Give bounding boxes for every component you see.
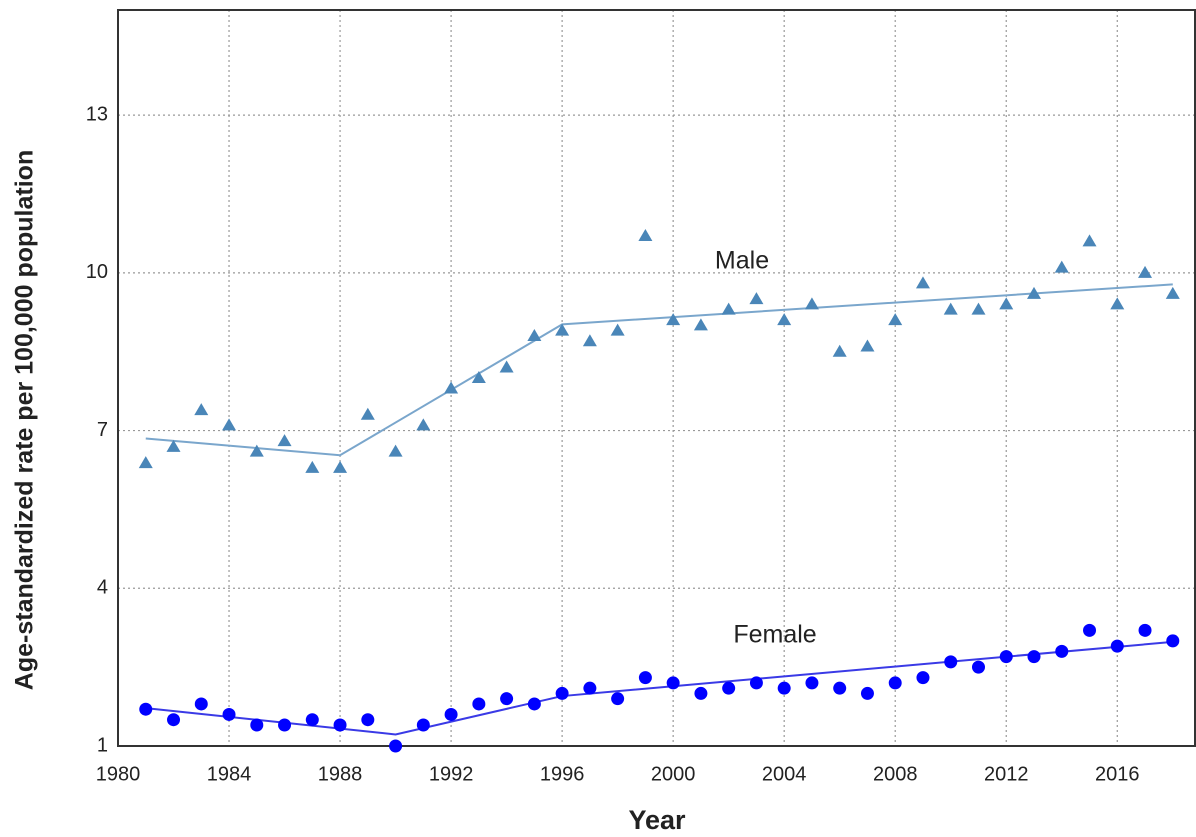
- fit-line: [145, 640, 1173, 736]
- triangle-marker: [138, 456, 153, 469]
- circle-marker: [971, 660, 985, 674]
- triangle-marker: [416, 418, 431, 431]
- triangle-marker: [1082, 234, 1097, 247]
- triangle-marker: [249, 444, 264, 457]
- circle-marker: [555, 686, 569, 700]
- triangle-marker: [971, 302, 986, 315]
- triangle-marker: [1054, 260, 1069, 273]
- triangle-marker: [194, 403, 209, 416]
- triangle-marker: [222, 418, 237, 431]
- plot-area: [118, 10, 1195, 746]
- triangle-marker: [666, 313, 681, 326]
- circle-marker: [722, 681, 736, 695]
- triangle-marker: [638, 229, 653, 242]
- circle-marker: [250, 718, 264, 732]
- triangle-marker: [832, 344, 847, 357]
- circle-marker: [222, 707, 236, 721]
- circle-marker: [278, 718, 292, 732]
- triangle-marker: [527, 328, 542, 341]
- circle-marker: [916, 671, 930, 685]
- triangle-marker: [1165, 286, 1180, 299]
- x-tick-label: 2012: [984, 763, 1029, 785]
- x-axis-label: Year: [628, 805, 686, 835]
- circle-marker: [1055, 644, 1069, 658]
- triangle-marker: [915, 276, 930, 289]
- series-label: Female: [733, 621, 816, 649]
- triangle-marker: [499, 360, 514, 373]
- triangle-marker: [721, 302, 736, 315]
- circle-marker: [444, 707, 458, 721]
- triangle-marker: [860, 339, 875, 352]
- triangle-marker: [471, 371, 486, 383]
- circle-marker: [472, 697, 486, 711]
- triangle-marker: [333, 460, 348, 473]
- triangle-marker: [444, 381, 459, 394]
- triangle-marker: [1027, 286, 1042, 299]
- circle-marker: [139, 702, 153, 716]
- y-tick-label: 13: [86, 103, 108, 125]
- circle-marker: [666, 676, 680, 690]
- triangle-marker: [610, 323, 625, 336]
- y-axis-label: Age-standardized rate per 100,000 popula…: [11, 150, 39, 690]
- circle-marker: [194, 697, 208, 711]
- circle-marker: [1027, 650, 1041, 664]
- triangle-marker: [943, 302, 958, 315]
- circle-marker: [527, 697, 541, 711]
- x-tick-label: 1996: [540, 763, 585, 785]
- triangle-marker: [277, 434, 292, 447]
- triangle-marker: [888, 313, 903, 326]
- circle-marker: [1166, 634, 1180, 648]
- series-label: Male: [715, 247, 769, 275]
- x-tick-label: 1984: [207, 763, 252, 785]
- circle-marker: [749, 676, 763, 690]
- x-tick-label: 1980: [96, 763, 141, 785]
- triangle-marker: [749, 292, 764, 305]
- triangle-marker: [305, 460, 320, 473]
- triangle-marker: [388, 444, 403, 457]
- triangle-marker: [804, 297, 819, 310]
- circle-marker: [777, 681, 791, 695]
- circle-marker: [860, 686, 874, 700]
- circle-marker: [694, 686, 708, 700]
- triangle-marker: [360, 407, 375, 420]
- triangle-marker: [999, 297, 1014, 310]
- triangle-marker: [582, 334, 597, 347]
- x-tick-label: 2016: [1095, 763, 1140, 785]
- circle-marker: [305, 713, 319, 727]
- y-tick-label: 7: [97, 419, 108, 441]
- circle-marker: [583, 681, 597, 695]
- circle-marker: [1138, 623, 1152, 637]
- circle-marker: [416, 718, 430, 732]
- y-tick-label: 4: [97, 577, 108, 599]
- y-tick-label: 10: [86, 261, 108, 283]
- circle-marker: [638, 671, 652, 685]
- circle-marker: [999, 650, 1013, 664]
- circle-marker: [389, 739, 403, 753]
- circle-marker: [611, 692, 625, 706]
- circle-marker: [361, 713, 375, 727]
- circle-marker: [1110, 639, 1124, 653]
- triangle-marker: [1138, 265, 1153, 278]
- y-tick-label: 1: [97, 734, 108, 756]
- triangle-marker: [555, 323, 570, 336]
- circle-marker: [833, 681, 847, 695]
- circle-marker: [333, 718, 347, 732]
- x-tick-label: 1992: [429, 763, 474, 785]
- circle-marker: [805, 676, 819, 690]
- triangle-marker: [166, 439, 181, 452]
- circle-marker: [167, 713, 181, 727]
- circle-marker: [500, 692, 514, 706]
- triangle-marker: [1110, 297, 1125, 310]
- circle-marker: [1083, 623, 1097, 637]
- circle-marker: [888, 676, 902, 690]
- circle-marker: [944, 655, 958, 669]
- triangle-marker: [777, 313, 792, 326]
- x-tick-label: 2004: [762, 763, 807, 785]
- x-tick-label: 2000: [651, 763, 696, 785]
- x-tick-label: 2008: [873, 763, 918, 785]
- plot-border: [117, 9, 1196, 747]
- triangle-marker: [693, 318, 708, 331]
- x-tick-label: 1988: [318, 763, 363, 785]
